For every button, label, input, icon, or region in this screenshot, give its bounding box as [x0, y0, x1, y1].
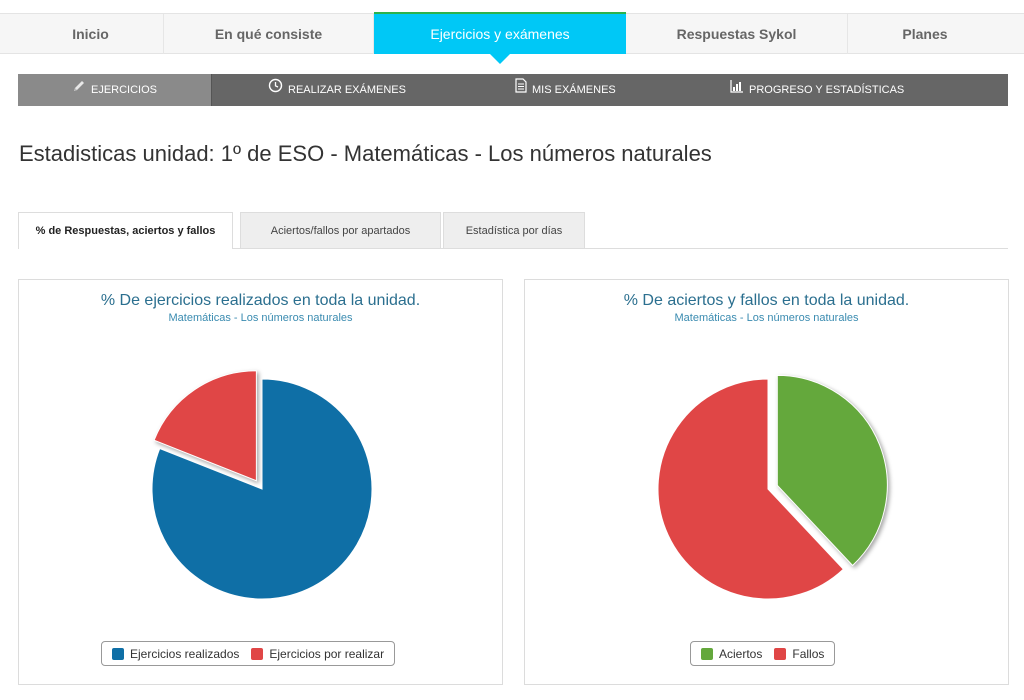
pie-chart-aciertos-fallos	[657, 374, 888, 600]
chart-panel-ejercicios: % De ejercicios realizados en toda la un…	[18, 279, 503, 685]
tab-respuestas-aciertos-fallos[interactable]: % de Respuestas, aciertos y fallos	[18, 212, 233, 249]
topnav-item-planes[interactable]: Planes	[902, 26, 948, 42]
chart-legend: Ejercicios realizados Ejercicios por rea…	[101, 641, 396, 666]
legend-swatch	[112, 647, 124, 660]
legend-label: Ejercicios por realizar	[269, 646, 385, 661]
chart-panel-aciertos-fallos: % De aciertos y fallos en toda la unidad…	[524, 279, 1009, 685]
legend-item-ejercicios-por-realizar[interactable]: Ejercicios por realizar	[251, 647, 384, 661]
chart-title: % De ejercicios realizados en toda la un…	[100, 292, 421, 309]
pie-slice-ejercicios-por-realizar[interactable]	[153, 370, 257, 482]
topnav-item-inicio[interactable]: Inicio	[18, 14, 164, 54]
legend-swatch	[774, 647, 787, 660]
subnav-label: Realizar exámenes	[288, 84, 406, 96]
subnav-item-ejercicios[interactable]: Ejercicios	[18, 74, 212, 106]
chart-legend: Aciertos Fallos	[690, 641, 836, 666]
stats-tabs: % de Respuestas, aciertos y fallos Acier…	[18, 212, 1008, 249]
legend-swatch	[251, 647, 264, 660]
sub-navigation: Ejercicios Realizar exámenes Mis exámene…	[18, 74, 1008, 106]
chart-subtitle: Matemáticas - Los números naturales	[168, 312, 353, 324]
page-title: Estadisticas unidad: 1º de ESO - Matemát…	[19, 141, 712, 166]
clock-icon	[268, 74, 283, 106]
legend-item-ejercicios-realizados[interactable]: Ejercicios realizados	[112, 647, 239, 661]
subnav-label: Progreso y estadísticas	[749, 84, 905, 96]
subnav-item-realizar-examenes[interactable]: Realizar exámenes	[268, 74, 428, 106]
legend-item-fallos[interactable]: Fallos	[774, 647, 824, 661]
legend-item-aciertos[interactable]: Aciertos	[701, 647, 762, 661]
pencil-icon	[72, 74, 86, 106]
top-navigation: Inicio En qué consiste Ejercicios y exám…	[0, 12, 1024, 54]
tab-aciertos-fallos-apartados[interactable]: Aciertos/fallos por apartados	[240, 212, 441, 248]
document-icon	[515, 74, 527, 106]
subnav-label: Mis exámenes	[532, 84, 616, 96]
pie-chart-ejercicios	[151, 370, 373, 600]
topnav-item-en-que-consiste[interactable]: En qué consiste	[164, 14, 374, 54]
chart-subtitle: Matemáticas - Los números naturales	[674, 312, 859, 324]
subnav-item-progreso-estadisticas[interactable]: Progreso y estadísticas	[730, 74, 930, 106]
chart-icon	[730, 74, 744, 106]
subnav-item-mis-examenes[interactable]: Mis exámenes	[515, 74, 645, 106]
pie-slice-aciertos[interactable]	[776, 374, 888, 567]
active-tab-pointer	[490, 54, 510, 64]
legend-label: Aciertos	[719, 646, 763, 661]
topnav-item-ejercicios-examenes[interactable]: Ejercicios y exámenes	[374, 12, 626, 54]
subnav-label: Ejercicios	[90, 84, 157, 96]
chart-title: % De aciertos y fallos en toda la unidad…	[623, 292, 910, 309]
topnav-item-respuestas-sykol[interactable]: Respuestas Sykol	[626, 14, 848, 54]
pie-slice-fallos[interactable]	[657, 378, 845, 600]
legend-label: Ejercicios realizados	[130, 646, 240, 661]
legend-label: Fallos	[792, 646, 825, 661]
tab-estadistica-dias[interactable]: Estadística por días	[443, 212, 585, 248]
pie-slice-ejercicios-realizados[interactable]	[151, 378, 373, 600]
legend-swatch	[701, 647, 713, 660]
